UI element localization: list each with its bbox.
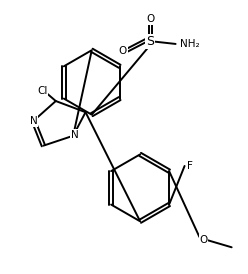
Text: NH₂: NH₂: [180, 39, 199, 49]
Text: Cl: Cl: [37, 86, 47, 96]
Text: O: O: [146, 14, 154, 24]
Text: N: N: [70, 130, 78, 139]
Text: F: F: [187, 161, 193, 170]
Text: O: O: [119, 46, 127, 56]
Text: S: S: [146, 35, 154, 48]
Text: O: O: [199, 235, 208, 245]
Text: N: N: [30, 116, 37, 126]
